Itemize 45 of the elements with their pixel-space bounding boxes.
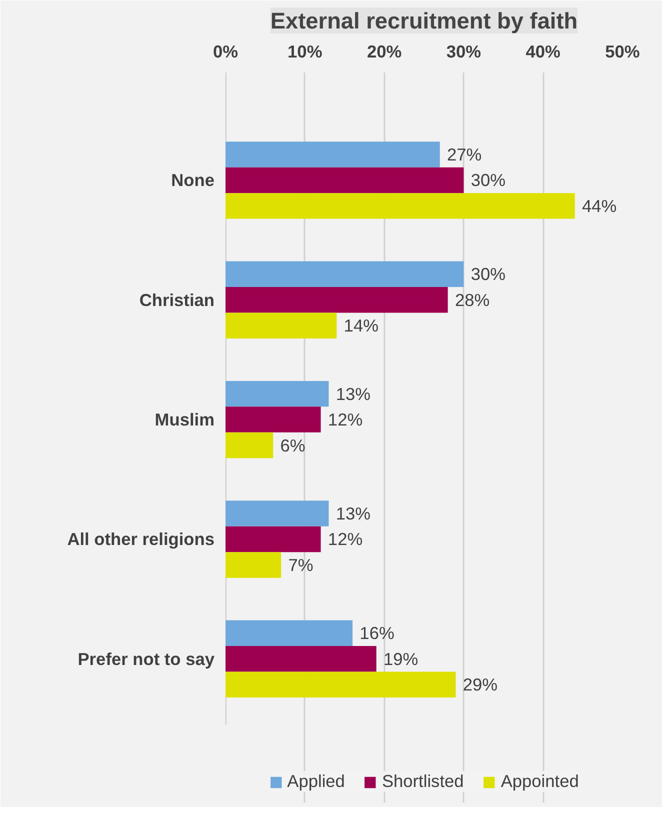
x-tick-label: 10%: [288, 42, 322, 62]
bar: [226, 142, 440, 168]
text: 16%: [360, 623, 394, 644]
bar: [226, 526, 321, 552]
text: 13%: [336, 503, 371, 524]
legend-label: Applied: [287, 771, 345, 792]
bar: [226, 406, 321, 432]
legend-label: Appointed: [500, 771, 579, 792]
bar: [226, 261, 464, 288]
bar: [226, 193, 575, 219]
bar: [226, 287, 448, 313]
bar: [226, 432, 274, 458]
text: 12%: [328, 529, 363, 550]
bar: [226, 646, 376, 672]
text: 30%: [470, 264, 506, 284]
y-tick-label: Christian: [139, 290, 215, 310]
text: 7%: [288, 554, 314, 575]
x-tick-label: 50%: [605, 42, 640, 62]
x-tick-label: 0%: [212, 42, 238, 62]
x-tick-label: 40%: [526, 42, 560, 62]
text: 12%: [328, 410, 363, 430]
text: 30%: [470, 170, 506, 190]
bar: [226, 380, 329, 407]
text: 27%: [447, 144, 482, 164]
y-tick-label: Prefer not to say: [78, 648, 215, 669]
text: 6%: [280, 435, 306, 456]
x-tick-label: 30%: [446, 42, 482, 62]
bar: [226, 167, 464, 194]
y-tick-label: None: [171, 170, 215, 190]
bar: [226, 672, 456, 698]
bar: [226, 500, 329, 526]
legend-label: Shortlisted: [382, 771, 464, 792]
y-tick-label: Muslim: [154, 410, 215, 430]
bar: [226, 312, 337, 338]
y-tick-label: All other religions: [67, 529, 215, 550]
bar: [226, 552, 282, 578]
text: 19%: [384, 648, 418, 669]
bar: [226, 620, 353, 646]
chart-title: External recruitment by faith: [270, 8, 578, 34]
text: 14%: [344, 316, 378, 336]
text: 13%: [336, 384, 371, 404]
text: 44%: [582, 196, 617, 216]
text: 28%: [454, 290, 490, 310]
text: 29%: [462, 674, 498, 695]
x-tick-label: 20%: [366, 42, 402, 62]
